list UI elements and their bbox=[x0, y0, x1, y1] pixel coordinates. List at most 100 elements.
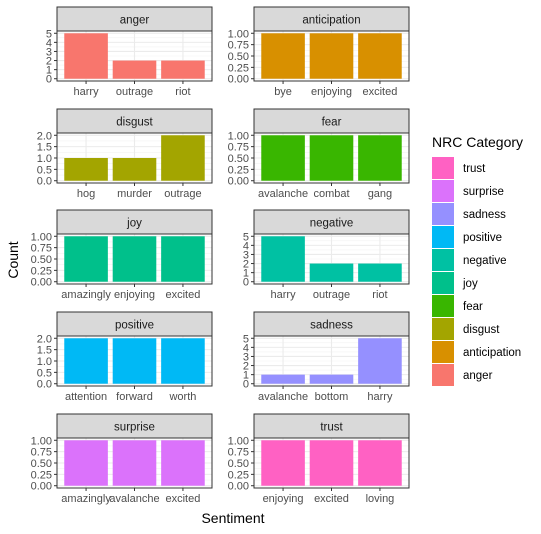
y-tick-label: 1.00 bbox=[31, 231, 52, 243]
facet-strip-label: positive bbox=[115, 320, 154, 332]
x-tick-label: excited bbox=[314, 493, 349, 505]
y-tick-label: 2 bbox=[243, 361, 249, 373]
x-tick-label: attention bbox=[65, 391, 107, 403]
y-tick-label: 0.50 bbox=[31, 458, 52, 470]
y-tick-label: 5 bbox=[243, 333, 249, 345]
bar-outrage bbox=[112, 60, 157, 79]
legend-label-joy: joy bbox=[462, 278, 478, 290]
x-tick-label: worth bbox=[168, 391, 196, 403]
y-tick-label: 1.0 bbox=[37, 153, 52, 165]
bar-outrage bbox=[161, 135, 205, 181]
bar-loving bbox=[358, 440, 402, 486]
legend-title: NRC Category bbox=[432, 134, 523, 150]
legend-label-positive: positive bbox=[463, 232, 502, 244]
y-tick-label: 1.00 bbox=[31, 435, 52, 447]
y-tick-label: 0 bbox=[46, 74, 52, 86]
bar-combat bbox=[309, 135, 354, 181]
y-tick-label: 2 bbox=[46, 56, 52, 68]
bar-worth bbox=[161, 338, 205, 384]
x-tick-label: excited bbox=[363, 86, 398, 98]
bar-avalanche bbox=[261, 374, 305, 384]
y-tick-label: 1 bbox=[243, 370, 249, 382]
x-tick-label: enjoying bbox=[114, 289, 155, 301]
y-tick-label: 1.00 bbox=[228, 435, 249, 447]
x-axis-title: Sentiment bbox=[201, 510, 264, 526]
y-tick-label: 0.75 bbox=[228, 40, 249, 52]
y-tick-label: 0.0 bbox=[37, 176, 52, 188]
x-tick-label: bottom bbox=[315, 391, 349, 403]
legend-label-disgust: disgust bbox=[463, 324, 500, 336]
bar-harry bbox=[64, 33, 108, 79]
legend-key-positive bbox=[432, 226, 454, 248]
y-tick-label: 0.00 bbox=[31, 481, 52, 493]
y-tick-label: 2 bbox=[243, 259, 249, 271]
x-tick-label: outrage bbox=[164, 188, 201, 200]
y-tick-label: 1.00 bbox=[228, 130, 249, 142]
bar-gang bbox=[358, 135, 402, 181]
y-tick-label: 0.75 bbox=[228, 142, 249, 154]
y-tick-label: 0.25 bbox=[31, 265, 52, 277]
y-tick-label: 0.50 bbox=[228, 458, 249, 470]
x-tick-label: loving bbox=[366, 493, 395, 505]
bar-bye bbox=[261, 33, 305, 79]
bar-avalanche bbox=[261, 135, 305, 181]
facet-panel-joy: joy 0.000.250.500.751.00 amazingly enjoying… bbox=[31, 209, 213, 301]
facet-panel-trust: trust 0.000.250.500.751.00 enjoying excited… bbox=[228, 413, 410, 505]
y-tick-label: 0.25 bbox=[228, 469, 249, 481]
facet-panel-positive: positive 0.00.51.01.52.0 attention forward w… bbox=[37, 311, 213, 403]
y-tick-label: 0.75 bbox=[228, 447, 249, 459]
bar-excited bbox=[358, 33, 402, 79]
bar-attention bbox=[64, 338, 108, 384]
y-axis-title: Count bbox=[5, 241, 21, 278]
facet-panel-surprise: surprise 0.000.250.500.751.00 amazinglyava… bbox=[31, 413, 213, 505]
y-tick-label: 5 bbox=[243, 231, 249, 243]
x-tick-label: forward bbox=[116, 391, 153, 403]
y-tick-label: 3 bbox=[243, 351, 249, 363]
y-tick-label: 0.50 bbox=[228, 153, 249, 165]
y-tick-label: 5 bbox=[46, 28, 52, 40]
facet-strip-label: fear bbox=[322, 117, 342, 129]
legend-label-anger: anger bbox=[463, 370, 493, 382]
bar-murder bbox=[112, 158, 157, 181]
legend-label-negative: negative bbox=[463, 255, 506, 267]
facet-strip-label: anger bbox=[120, 15, 150, 27]
y-tick-label: 1.5 bbox=[37, 142, 52, 154]
y-tick-label: 0.00 bbox=[228, 176, 249, 188]
facet-strip-label: surprise bbox=[114, 422, 155, 434]
y-tick-label: 0.5 bbox=[37, 367, 52, 379]
facet-strip bbox=[253, 413, 410, 439]
y-tick-label: 0.25 bbox=[31, 469, 52, 481]
x-tick-label: amazingly bbox=[61, 289, 111, 301]
y-tick-label: 1.0 bbox=[37, 356, 52, 368]
legend-key-surprise bbox=[432, 180, 454, 202]
facet-strip-label: disgust bbox=[116, 117, 153, 129]
y-tick-label: 1 bbox=[243, 268, 249, 280]
y-tick-label: 4 bbox=[46, 37, 52, 49]
bar-riot bbox=[161, 60, 205, 79]
y-tick-label: 0.00 bbox=[228, 481, 249, 493]
bar-excited bbox=[161, 236, 205, 282]
legend-label-anticipation: anticipation bbox=[463, 347, 521, 359]
facet-panel-disgust: disgust 0.00.51.01.52.0 hog murder outrage bbox=[37, 108, 213, 200]
facet-strip-label: sadness bbox=[310, 320, 353, 332]
y-tick-label: 0.75 bbox=[31, 447, 52, 459]
legend-key-anticipation bbox=[432, 341, 454, 363]
y-tick-label: 0.00 bbox=[228, 74, 249, 86]
x-tick-label: avalanche bbox=[258, 391, 308, 403]
y-tick-label: 0.25 bbox=[228, 164, 249, 176]
facet-strip-label: trust bbox=[320, 422, 343, 434]
legend-key-fear bbox=[432, 295, 454, 317]
x-tick-label: harry bbox=[367, 391, 393, 403]
y-tick-label: 1.5 bbox=[37, 345, 52, 357]
bar-outrage bbox=[309, 263, 354, 282]
bar-bottom bbox=[309, 374, 354, 384]
facet-strip bbox=[253, 6, 410, 32]
bar-harry bbox=[358, 338, 402, 384]
x-tick-label: hog bbox=[77, 188, 95, 200]
legend-label-sadness: sadness bbox=[463, 209, 506, 221]
y-tick-label: 4 bbox=[243, 342, 249, 354]
x-tick-label: harry bbox=[74, 86, 100, 98]
x-tick-label: enjoying bbox=[263, 493, 304, 505]
x-tick-label: avalanche bbox=[109, 493, 159, 505]
